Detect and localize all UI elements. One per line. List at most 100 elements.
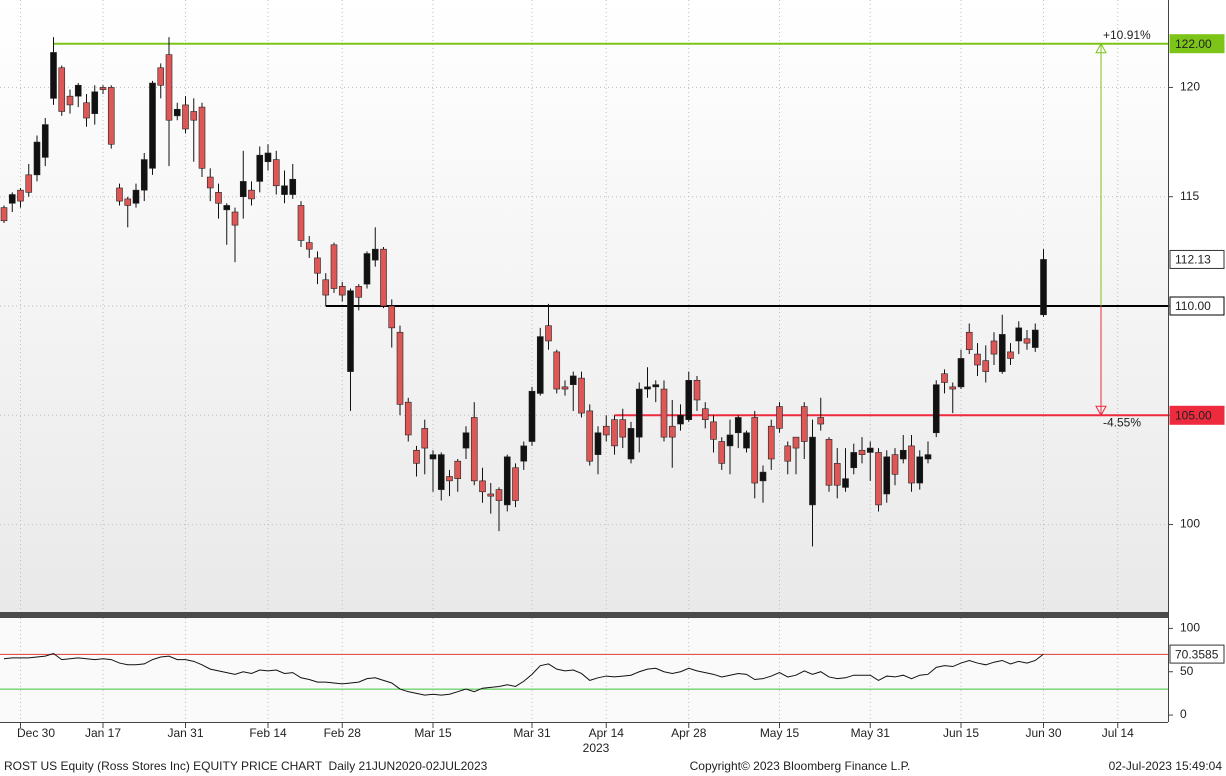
- candle-body: [462, 432, 470, 449]
- candle-body: [231, 211, 239, 226]
- candle-body: [701, 408, 709, 420]
- x-tick-label: Apr 14: [589, 726, 625, 740]
- candle-body: [421, 428, 429, 449]
- candle-body: [957, 358, 965, 388]
- candle-body: [74, 84, 82, 97]
- candle-body: [1007, 351, 1014, 359]
- candle-body: [536, 336, 544, 394]
- candle-body: [528, 390, 536, 442]
- candle-body: [33, 141, 41, 176]
- candle-body: [0, 207, 8, 222]
- year-label: 2023: [583, 741, 610, 755]
- y-tick-label: 120: [1180, 80, 1200, 94]
- level-label-box: [1169, 296, 1225, 316]
- candle-body: [1023, 338, 1031, 344]
- candle-body: [883, 456, 891, 495]
- candle-body: [248, 189, 255, 200]
- candle-body: [41, 124, 49, 158]
- move-label: -4.55%: [1103, 415, 1141, 429]
- footer-left: ROST US Equity (Ross Stores Inc) EQUITY …: [4, 759, 488, 773]
- candle-body: [792, 436, 800, 449]
- candle-body: [644, 386, 651, 390]
- candle-body: [149, 82, 156, 169]
- candle-body: [388, 305, 396, 329]
- candle-body: [487, 493, 495, 497]
- candle-body: [635, 388, 643, 438]
- candle-body: [578, 377, 585, 414]
- move-label: +10.91%: [1103, 28, 1151, 42]
- y-tick-label: 115: [1180, 189, 1199, 203]
- x-tick-label: Dec 30: [17, 726, 55, 740]
- candle-body: [437, 454, 445, 490]
- candle-body: [297, 205, 305, 241]
- candle-body: [941, 373, 948, 383]
- candle-body: [668, 425, 676, 438]
- candle-body: [124, 198, 132, 206]
- candle-body: [932, 384, 940, 434]
- candle-body: [289, 178, 297, 195]
- candle-body: [281, 185, 288, 195]
- panel-divider: [0, 612, 1168, 618]
- candle-body: [173, 108, 181, 117]
- indicator-last-label: 70.3585: [1175, 647, 1219, 661]
- level-label: 110.00: [1175, 299, 1211, 313]
- candle-body: [627, 428, 635, 460]
- candle-body: [759, 471, 767, 482]
- candle-body: [454, 460, 462, 479]
- candle-body: [363, 253, 371, 285]
- candle-body: [1031, 329, 1039, 348]
- candle-body: [198, 106, 206, 169]
- candle-body: [479, 480, 486, 493]
- candle-body: [107, 87, 115, 145]
- candle-body: [751, 417, 759, 484]
- candle-body: [619, 419, 627, 438]
- candle-body: [924, 454, 932, 460]
- candle-body: [347, 290, 354, 372]
- candle-body: [157, 67, 165, 86]
- candle-body: [380, 248, 387, 307]
- candle-body: [446, 476, 453, 482]
- candle-body: [165, 54, 173, 121]
- candle-body: [726, 434, 734, 447]
- candle-body: [520, 445, 528, 462]
- candle-body: [825, 439, 833, 486]
- candle-body: [800, 406, 808, 442]
- candle-body: [553, 351, 561, 390]
- candle-body: [396, 331, 404, 405]
- candle-body: [718, 441, 726, 464]
- indicator-tick-label: 0: [1180, 707, 1187, 721]
- candle-body: [974, 353, 981, 366]
- candle-body: [776, 406, 783, 429]
- x-tick-label: Jun 30: [1025, 726, 1061, 740]
- candle-body: [50, 52, 57, 99]
- candle-body: [17, 189, 24, 202]
- candle-body: [734, 417, 742, 434]
- last-price-label: 112.13: [1175, 253, 1211, 267]
- x-tick-label: Mar 15: [414, 726, 452, 740]
- candle-body: [338, 286, 346, 296]
- candle-body: [330, 244, 338, 289]
- candle-body: [594, 432, 602, 455]
- candle-body: [817, 417, 825, 425]
- candle-body: [652, 384, 660, 388]
- candle-body: [660, 388, 668, 438]
- candle-body: [899, 449, 907, 460]
- x-tick-label: Jan 31: [167, 726, 203, 740]
- candle-body: [875, 452, 882, 506]
- candle-body: [809, 436, 816, 506]
- candle-body: [908, 445, 915, 484]
- level-label: 105.00: [1175, 408, 1212, 422]
- x-tick-label: Mar 31: [513, 726, 551, 740]
- candle-body: [1040, 259, 1047, 316]
- candle-body: [91, 91, 99, 114]
- candle-body: [223, 205, 231, 211]
- candle-body: [322, 279, 330, 296]
- candle-body: [355, 286, 363, 298]
- candle-body: [998, 334, 1006, 372]
- candle-body: [140, 159, 148, 191]
- candle-body: [58, 67, 66, 112]
- candle-body: [990, 340, 998, 355]
- x-tick-label: Jul 14: [1102, 726, 1134, 740]
- indicator-line: [3, 652, 1044, 696]
